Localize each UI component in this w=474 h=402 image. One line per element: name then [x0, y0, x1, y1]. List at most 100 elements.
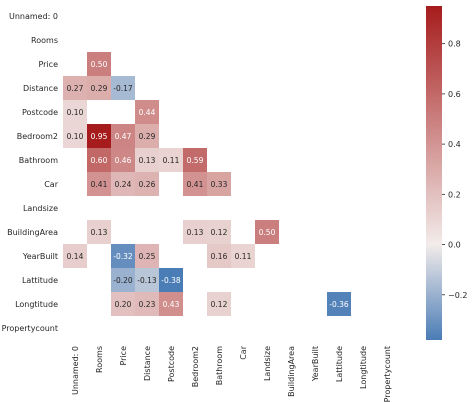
- cell-value-label: 0.13: [91, 228, 108, 237]
- cell-value-label: 0.25: [139, 252, 156, 261]
- heatmap-cell: [111, 244, 135, 268]
- x-tick-label: Unnamed: 0: [71, 346, 80, 395]
- x-tick-label: Longtitude: [359, 346, 368, 389]
- y-tick-label: Rooms: [31, 36, 58, 45]
- heatmap-cell: [135, 292, 159, 316]
- heatmap-cell: [135, 172, 159, 196]
- heatmap-cell: [255, 220, 279, 244]
- cell-value-label: 0.47: [115, 132, 132, 141]
- y-tick-labels: Unnamed: 0 Rooms Price Distance Postcode Bedr…: [2, 12, 59, 333]
- colorbar-tick-label: 0.0: [448, 241, 461, 250]
- heatmap-cell: [135, 124, 159, 148]
- cell-value-label: -0.20: [113, 276, 133, 285]
- heatmap-cell: [183, 220, 207, 244]
- cell-value-label: 0.33: [211, 180, 228, 189]
- x-tick-label: Lattitude: [335, 346, 344, 382]
- cell-value-label: 0.11: [235, 252, 252, 261]
- heatmap-cell: [111, 292, 135, 316]
- y-tick-label: Lattitude: [22, 276, 58, 285]
- y-tick-label: Price: [38, 60, 58, 69]
- cell-value-label: 0.23: [139, 300, 156, 309]
- heatmap-cell: [63, 76, 87, 100]
- heatmap-cell: [231, 244, 255, 268]
- cell-value-label: 0.20: [115, 300, 132, 309]
- cell-value-label: 0.43: [163, 300, 180, 309]
- y-tick-label: Landsize: [23, 204, 58, 213]
- y-tick-label: YearBuilt: [22, 252, 58, 261]
- y-tick-label: Longtitude: [15, 300, 58, 309]
- y-tick-label: Bathroom: [19, 156, 59, 165]
- y-tick-label: Unnamed: 0: [9, 12, 58, 21]
- y-tick-label: Distance: [23, 84, 58, 93]
- cell-value-label: 0.24: [115, 180, 132, 189]
- cell-value-label: 0.44: [139, 108, 156, 117]
- colorbar-tick-label: 0.8: [448, 40, 461, 49]
- heatmap-cell: [87, 220, 111, 244]
- colorbar-tick-label: 0.2: [448, 190, 461, 199]
- cell-value-label: 0.27: [67, 84, 84, 93]
- cell-value-label: 0.14: [67, 252, 84, 261]
- cell-value-label: 0.10: [67, 108, 84, 117]
- x-tick-label: Distance: [143, 346, 152, 381]
- cell-value-label: 0.13: [139, 156, 156, 165]
- heatmap-cell: [207, 292, 231, 316]
- x-tick-labels: Unnamed: 0 Rooms Price Distance Postcode Bedr…: [71, 345, 392, 402]
- heatmap-cell: [111, 172, 135, 196]
- heatmap-cell: [159, 292, 183, 316]
- colorbar-gradient: [426, 6, 442, 340]
- cell-value-label: -0.38: [161, 276, 181, 285]
- y-tick-label: BuildingArea: [7, 228, 58, 237]
- heatmap-cells: 0.50 0.27 0.29 -0.17 0.10 0.44 0.10 0.95 0.47 0.2…: [63, 52, 351, 316]
- y-tick-label: Car: [44, 180, 58, 189]
- cell-value-label: 0.95: [91, 132, 108, 141]
- cell-value-label: 0.10: [67, 132, 84, 141]
- x-tick-label: Rooms: [95, 346, 104, 373]
- heatmap-cell: [87, 148, 111, 172]
- cell-value-label: 0.60: [91, 156, 108, 165]
- heatmap-cell: [87, 124, 111, 148]
- cell-value-label: 0.26: [139, 180, 156, 189]
- cell-value-label: 0.50: [259, 228, 276, 237]
- cell-value-label: 0.46: [115, 156, 132, 165]
- cell-value-label: -0.13: [137, 276, 157, 285]
- heatmap-cell: [159, 268, 183, 292]
- cell-value-label: 0.29: [139, 132, 156, 141]
- heatmap-cell: [135, 244, 159, 268]
- colorbar-tick-label: 0.4: [448, 140, 461, 149]
- y-tick-label: Bedroom2: [17, 132, 58, 141]
- heatmap-cell: [111, 148, 135, 172]
- heatmap-cell: [207, 220, 231, 244]
- cell-value-label: 0.50: [91, 60, 108, 69]
- heatmap-cell: [327, 292, 351, 316]
- heatmap-cell: [135, 100, 159, 124]
- heatmap-cell: [63, 244, 87, 268]
- heatmap-cell: [87, 172, 111, 196]
- y-tick-label: Propertycount: [2, 324, 58, 333]
- colorbar-tick-label: −0.2: [448, 291, 467, 300]
- x-tick-label: Bathroom: [215, 346, 224, 386]
- cell-value-label: -0.32: [113, 252, 133, 261]
- heatmap-cell: [159, 148, 183, 172]
- cell-value-label: 0.12: [211, 300, 228, 309]
- cell-value-label: 0.16: [211, 252, 228, 261]
- heatmap-cell: [135, 148, 159, 172]
- cell-value-label: 0.41: [187, 180, 204, 189]
- heatmap-cell: [183, 148, 207, 172]
- colorbar: −0.2 0.0 0.2 0.4 0.6 0.8: [426, 6, 467, 340]
- x-tick-label: YearBuilt: [311, 346, 320, 382]
- heatmap-cell: [111, 76, 135, 100]
- cell-value-label: 0.29: [91, 84, 108, 93]
- cell-value-label: 0.12: [211, 228, 228, 237]
- cell-value-label: 0.59: [187, 156, 204, 165]
- cell-value-label: 0.13: [187, 228, 204, 237]
- x-tick-label: Landsize: [263, 346, 272, 381]
- x-tick-label: BuildingArea: [287, 346, 296, 397]
- x-tick-label: Car: [239, 345, 248, 359]
- heatmap-cell: [135, 268, 159, 292]
- heatmap-cell: [63, 124, 87, 148]
- y-tick-label: Postcode: [22, 108, 58, 117]
- heatmap-cell: [111, 268, 135, 292]
- colorbar-tick-label: 0.6: [448, 90, 461, 99]
- cell-value-label: 0.11: [163, 156, 180, 165]
